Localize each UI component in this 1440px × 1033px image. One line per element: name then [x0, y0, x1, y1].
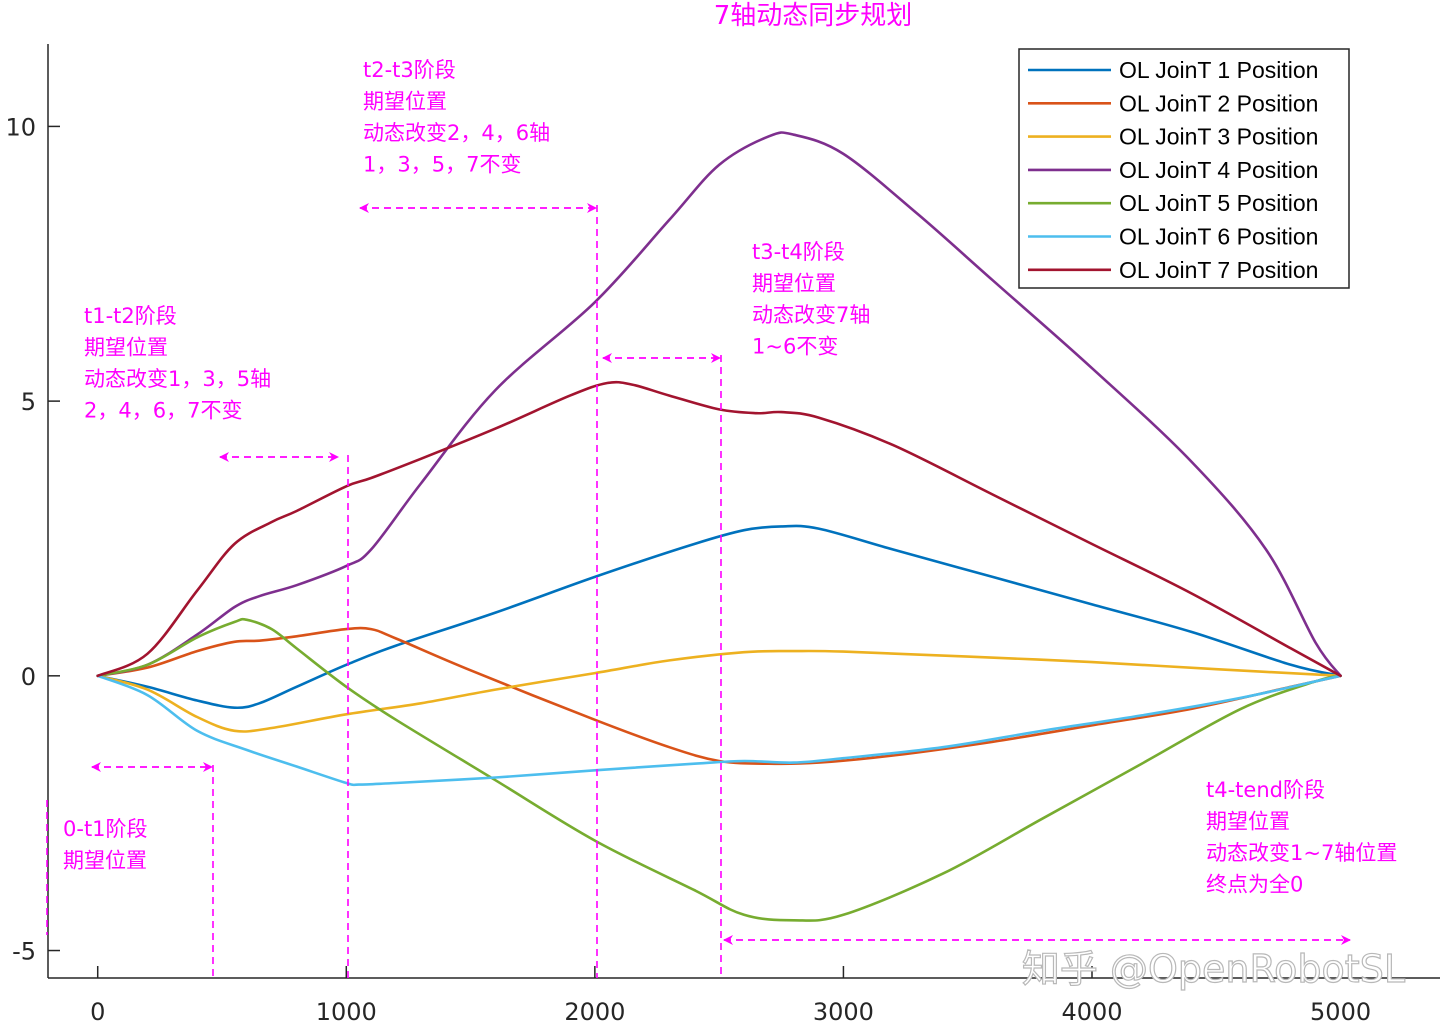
x-tick-label: 2000 — [564, 998, 625, 1026]
axes: 0 1000 2000 3000 4000 5000 -5 0 5 10 — [5, 44, 1440, 1026]
x-tick-label: 4000 — [1061, 998, 1122, 1026]
legend: OL JoinT 1 Position OL JoinT 2 Position OL… — [1018, 48, 1350, 289]
annotation-line: 期望位置 — [84, 336, 168, 360]
annotation-line: 1~6不变 — [752, 335, 838, 359]
annotation-line: 动态改变2，4，6轴 — [363, 121, 550, 145]
annotation-line: 动态改变1~7轴位置 — [1206, 841, 1397, 865]
x-tick-label: 5000 — [1310, 998, 1371, 1026]
watermark-text: 知乎 @OpenRobotSL — [1022, 947, 1405, 991]
annotation-line: 动态改变1，3，5轴 — [84, 367, 271, 391]
legend-box — [1018, 48, 1350, 289]
annotation-line: 终点为全0 — [1206, 873, 1303, 897]
series-layer — [96, 131, 1342, 922]
annotation-a0: 0-t1阶段期望位置 — [63, 817, 148, 873]
annotation-a2: t2-t3阶段期望位置动态改变2，4，6轴 1，3，5，7不变 — [363, 58, 550, 177]
y-tick-label: 10 — [5, 113, 36, 141]
x-tick-label: 3000 — [813, 998, 874, 1026]
annotation-a1: t1-t2阶段期望位置动态改变1，3，5轴 2，4，6，7不变 — [84, 304, 271, 423]
series-line-joint-6 — [96, 674, 1342, 787]
series-line-joint-4 — [96, 131, 1342, 678]
annotation-line: 期望位置 — [363, 90, 447, 114]
y-tick-label: 5 — [21, 388, 36, 416]
annotation-line: t1-t2阶段 — [84, 304, 177, 328]
y-tick-label: -5 — [12, 938, 36, 966]
x-tick-label: 1000 — [316, 998, 377, 1026]
series-line-joint-1 — [96, 524, 1342, 710]
legend-entry: OL JoinT 4 Position — [1119, 157, 1318, 183]
annotation-line: 期望位置 — [1206, 810, 1290, 834]
legend-entry: OL JoinT 2 Position — [1119, 90, 1318, 116]
annotation-line: 0-t1阶段 — [63, 817, 148, 841]
legend-entry: OL JoinT 3 Position — [1119, 124, 1318, 150]
annotation-line: 期望位置 — [63, 849, 147, 873]
series-line-joint-3 — [96, 649, 1342, 733]
x-tick-label: 0 — [90, 998, 105, 1026]
legend-entry: OL JoinT 1 Position — [1119, 57, 1318, 83]
legend-entry: OL JoinT 5 Position — [1119, 190, 1318, 216]
annotation-line: 动态改变7轴 — [752, 303, 870, 327]
series-line-joint-7 — [96, 380, 1342, 678]
annotation-line: t4-tend阶段 — [1206, 778, 1325, 802]
series-line-joint-5 — [96, 617, 1342, 922]
annotation-line: 期望位置 — [752, 272, 836, 296]
annotation-a3: t3-t4阶段期望位置动态改变7轴 1~6不变 — [752, 240, 870, 359]
phase-guides — [46, 203, 1351, 978]
annotation-line: t3-t4阶段 — [752, 240, 845, 264]
annotation-line: t2-t3阶段 — [363, 58, 456, 82]
annotation-line: 2，4，6，7不变 — [84, 399, 242, 423]
series-line-joint-2 — [96, 626, 1342, 766]
chart-title: 7轴动态同步规划 — [714, 1, 913, 31]
annotation-a4: t4-tend阶段期望位置动态改变1~7轴位置终点为全0 — [1206, 778, 1397, 897]
legend-entry: OL JoinT 6 Position — [1119, 224, 1318, 250]
legend-entry: OL JoinT 7 Position — [1119, 257, 1318, 283]
y-tick-label: 0 — [21, 663, 36, 691]
annotation-line: 1，3，5，7不变 — [363, 153, 521, 177]
